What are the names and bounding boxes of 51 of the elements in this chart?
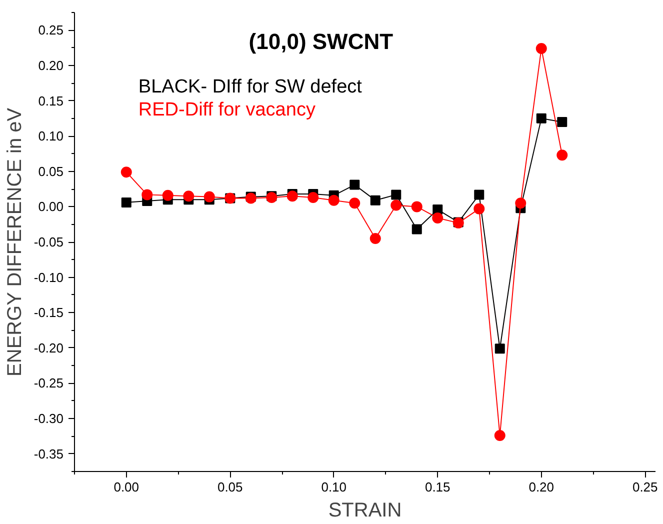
y-tick-label: 0.20 (38, 58, 64, 73)
x-tick-label: 0.15 (424, 480, 450, 494)
y-tick-label: 0.10 (38, 128, 64, 144)
x-axis-title: STRAIN (328, 500, 402, 522)
point (432, 212, 444, 224)
point (536, 113, 546, 124)
x-tick-label: 0.00 (114, 480, 140, 494)
text: (10,0) SWCNT (248, 28, 394, 54)
x-tick-label: 0.20 (528, 480, 554, 494)
point (308, 192, 319, 203)
y-tick-label: -0.10 (34, 270, 64, 285)
point (390, 200, 402, 211)
y-tick-label: 0.15 (38, 93, 64, 108)
point (204, 191, 215, 202)
text: BLACK- DIff for SW defect (138, 76, 363, 98)
y-tick-label: -0.15 (34, 305, 64, 320)
y-axis-title: ENERGY DIFFERENCE in eV (4, 107, 26, 376)
point (370, 232, 381, 244)
point (557, 116, 568, 127)
y-tick-label: 0.00 (38, 199, 64, 214)
text: RED-Diff for vacancy (138, 99, 316, 120)
y-tick-label: -0.05 (34, 234, 64, 250)
point (349, 198, 360, 209)
point (411, 201, 422, 212)
y-tick-label: -0.25 (34, 376, 64, 391)
point (142, 189, 153, 200)
point (350, 180, 360, 190)
y-tick-label: -0.35 (34, 446, 64, 462)
point (474, 190, 484, 200)
y-tick-label: 0.25 (38, 22, 64, 38)
point (474, 203, 485, 214)
point (412, 224, 422, 234)
point (494, 430, 506, 441)
point (183, 190, 194, 202)
point (494, 344, 505, 354)
y-tick-label: 0.05 (38, 164, 64, 179)
point (121, 197, 132, 208)
point (370, 195, 380, 206)
point (515, 198, 526, 209)
point (328, 194, 340, 206)
point (286, 190, 298, 202)
point (120, 166, 132, 178)
x-tick-label: 0.25 (632, 480, 658, 494)
point (556, 150, 568, 161)
y-tick-label: -0.30 (34, 411, 64, 426)
y-tick-label: -0.20 (34, 340, 64, 356)
point (391, 190, 402, 200)
point (162, 190, 174, 201)
point (536, 43, 547, 54)
x-tick-label: 0.10 (321, 480, 347, 494)
x-tick-label: 0.05 (217, 480, 243, 494)
